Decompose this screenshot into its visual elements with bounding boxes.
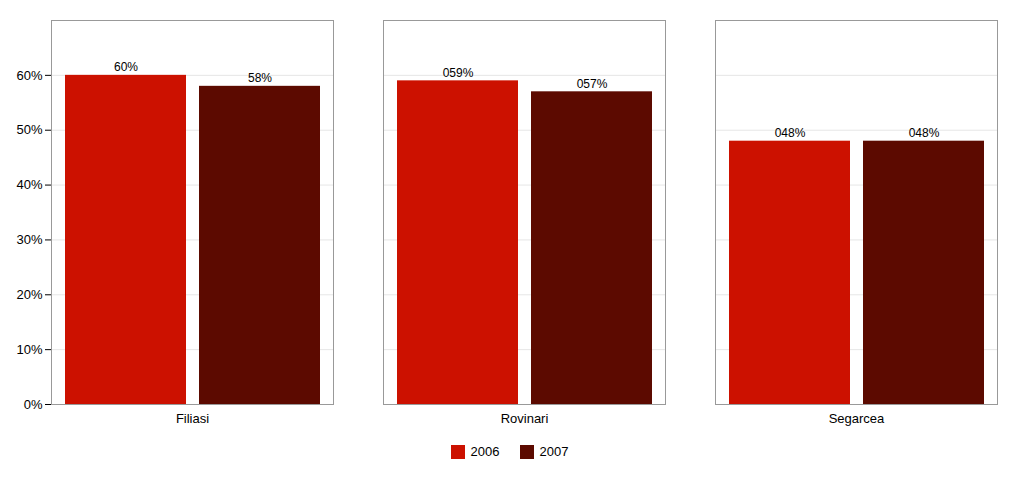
html-text:2007: 2007 [539,444,569,459]
svg-text:58%: 58% [248,71,272,85]
svg-text:048%: 048% [775,126,806,140]
svg-text:0%: 0% [24,397,43,412]
svg-text:50%: 50% [16,122,42,137]
svg-text:20%: 20% [16,287,42,302]
svg-text:Filiasi: Filiasi [176,411,209,426]
svg-text:Segarcea: Segarcea [829,411,885,426]
html-text:2006: 2006 [470,444,500,459]
svg-text:60%: 60% [114,60,138,74]
svg-text:059%: 059% [443,66,474,80]
svg-text:048%: 048% [909,126,940,140]
svg-text:057%: 057% [577,77,608,91]
svg-text:Rovinari: Rovinari [501,411,549,426]
svg-text:30%: 30% [16,232,42,247]
svg-text:40%: 40% [16,177,42,192]
svg-text:60%: 60% [16,68,42,83]
svg-text:10%: 10% [16,342,42,357]
